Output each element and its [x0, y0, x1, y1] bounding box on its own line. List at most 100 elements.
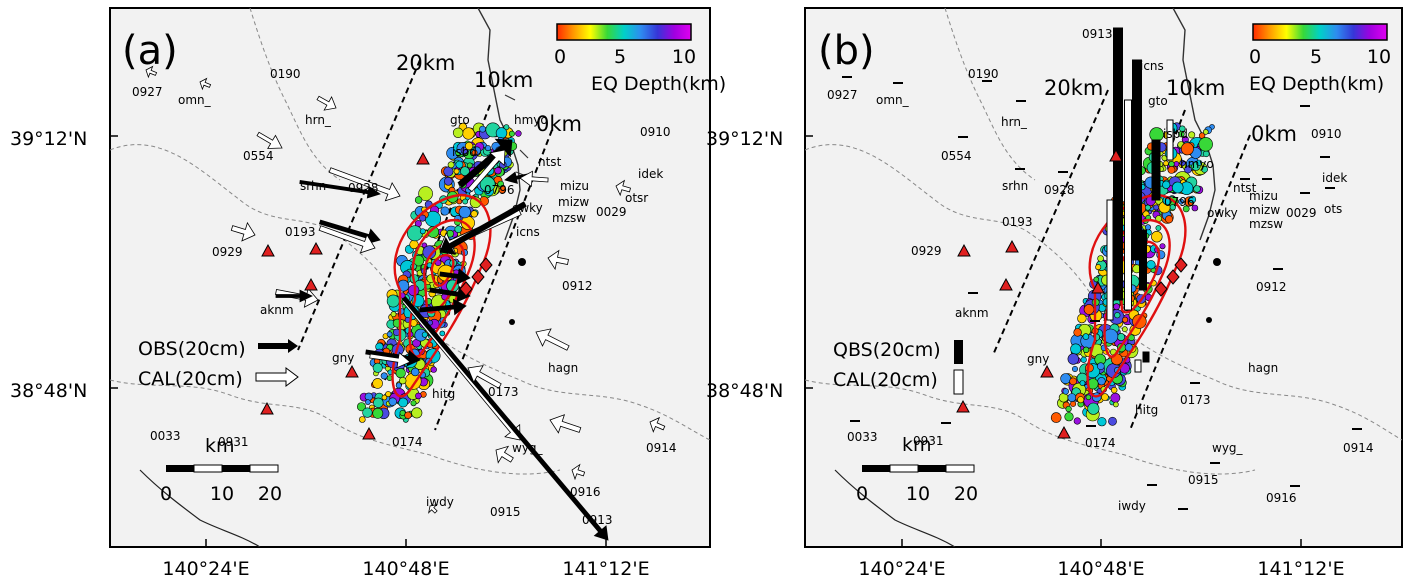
station-label-0928: 0928 [1044, 183, 1075, 197]
colorbar-tick-0-a: 0 [554, 46, 566, 68]
dot-b1 [1213, 258, 1221, 266]
scale-seg-b3 [918, 465, 946, 472]
earthquake-marker [1077, 313, 1087, 324]
distance-label-20km-b: 20km [1044, 76, 1103, 100]
scale-tick-20-b: 20 [954, 483, 978, 505]
small-vertical-marker [1273, 268, 1283, 270]
earthquake-marker [1163, 160, 1169, 167]
calculated-displacement-arrow [535, 328, 570, 351]
profile-line-0km-b [1129, 134, 1251, 431]
earthquake-marker [470, 210, 478, 218]
earthquake-marker [503, 124, 510, 131]
earthquake-marker [414, 196, 423, 204]
prefecture-boundary-a1 [110, 144, 710, 441]
earthquake-marker [443, 177, 453, 186]
earthquake-marker [372, 362, 383, 373]
legend-b: QBS(20cm) CAL(20cm) [833, 339, 964, 395]
station-label-idek: idek [1322, 171, 1347, 185]
ticks-b [805, 135, 1302, 547]
ticks-a [110, 135, 607, 547]
small-vertical-marker [1290, 485, 1300, 487]
earthquake-marker [386, 331, 393, 338]
calculated-displacement-arrow [199, 77, 212, 91]
earthquake-marker [479, 176, 496, 192]
panel-b: 0913 icns 0927 omn_ 0190 gto isbd hmyo hrn_ 0910 0… [706, 7, 1403, 580]
small-vertical-marker [958, 136, 968, 138]
observed-vertical-bar [1151, 139, 1161, 201]
colorbar-a: 0 5 10 EQ Depth(km) [554, 23, 726, 95]
small-vertical-marker [1090, 320, 1100, 322]
station-label-iwdy: iwdy [1118, 499, 1146, 513]
small-vertical-marker [1262, 178, 1272, 180]
earthquake-marker [1072, 365, 1079, 372]
panel-letter-a: (a) [122, 28, 178, 74]
small-vertical-marker [1190, 382, 1200, 384]
prefecture-boundary-b3 [944, 8, 1036, 181]
earthquake-marker [1064, 412, 1074, 422]
earthquake-marker [1121, 326, 1128, 333]
earthquake-marker [1113, 401, 1119, 408]
observed-vertical-bar [1139, 229, 1147, 291]
station-label-0914: 0914 [646, 441, 677, 455]
legend-obs-label-b: QBS(20cm) [833, 339, 941, 361]
earthquake-marker [1179, 159, 1186, 167]
earthquake-marker [1101, 393, 1109, 401]
station-label-wyg: wyg_ [1212, 441, 1244, 455]
earthquake-marker [404, 411, 412, 419]
fault-trace-b [834, 469, 956, 547]
earthquake-marker [1117, 332, 1126, 341]
station-label-0929: 0929 [911, 244, 942, 258]
earthquake-marker [1128, 334, 1135, 342]
scale-seg-b1 [862, 465, 890, 472]
observed-displacement-arrow [401, 296, 609, 541]
earthquake-marker [1097, 377, 1106, 386]
station-label-aknm: aknm [955, 306, 989, 320]
station-label-0193: 0193 [1002, 215, 1033, 229]
station-label-0915: 0915 [490, 505, 521, 519]
calculated-displacement-arrow [428, 504, 438, 514]
earthquake-marker [411, 367, 420, 377]
earthquake-marker [1182, 205, 1190, 213]
station-label-hitg: hitg [432, 387, 455, 401]
station-label-gto: gto [450, 113, 470, 127]
earthquake-marker [447, 161, 455, 169]
earthquake-marker [1080, 356, 1087, 363]
small-vertical-marker [1178, 508, 1188, 510]
scale-unit-b: km [902, 434, 932, 456]
station-label-mzsw: mzsw [1249, 217, 1283, 231]
scale-seg-a3 [222, 465, 250, 472]
station-label-0914: 0914 [1343, 441, 1374, 455]
calculated-displacement-arrow [571, 463, 586, 481]
earthquake-marker [1167, 165, 1176, 174]
earthquake-marker [1093, 276, 1100, 283]
station-label-0174: 0174 [392, 435, 423, 449]
scale-tick-0-b: 0 [856, 483, 868, 505]
calculated-displacement-arrow [467, 149, 506, 193]
earthquake-marker [1155, 225, 1162, 231]
coastline-b [1172, 8, 1216, 241]
station-label-0190: 0190 [968, 67, 999, 81]
lon-label-14024-b: 140°24'E [858, 558, 945, 580]
earthquake-marker [495, 127, 508, 139]
station-label-0033: 0033 [150, 429, 181, 443]
station-label-aknm: aknm [260, 303, 294, 317]
earthquake-marker [372, 378, 383, 389]
earthquake-marker [398, 397, 408, 408]
earthquake-marker [1070, 400, 1077, 407]
legend-obs-bar-b [954, 340, 963, 364]
distance-label-20km-a: 20km [396, 51, 455, 75]
legend-cal-arrow-a [255, 367, 299, 387]
calculated-displacement-arrow [547, 249, 569, 271]
earthquake-marker [365, 399, 371, 405]
earthquake-marker [1162, 180, 1171, 189]
earthquake-marker [494, 167, 502, 175]
colorbar-tick-10-a: 10 [672, 46, 696, 68]
earthquake-marker [410, 400, 417, 407]
lat-label-3912-b: 39°12'N [706, 128, 783, 150]
earthquake-marker [419, 228, 426, 235]
station-label-mizw: mizw [558, 195, 589, 209]
scale-seg-b2 [889, 464, 919, 473]
lon-label-14048-a: 140°48'E [362, 558, 449, 580]
earthquake-marker [439, 330, 446, 337]
calculated-displacement-arrow [549, 414, 582, 434]
